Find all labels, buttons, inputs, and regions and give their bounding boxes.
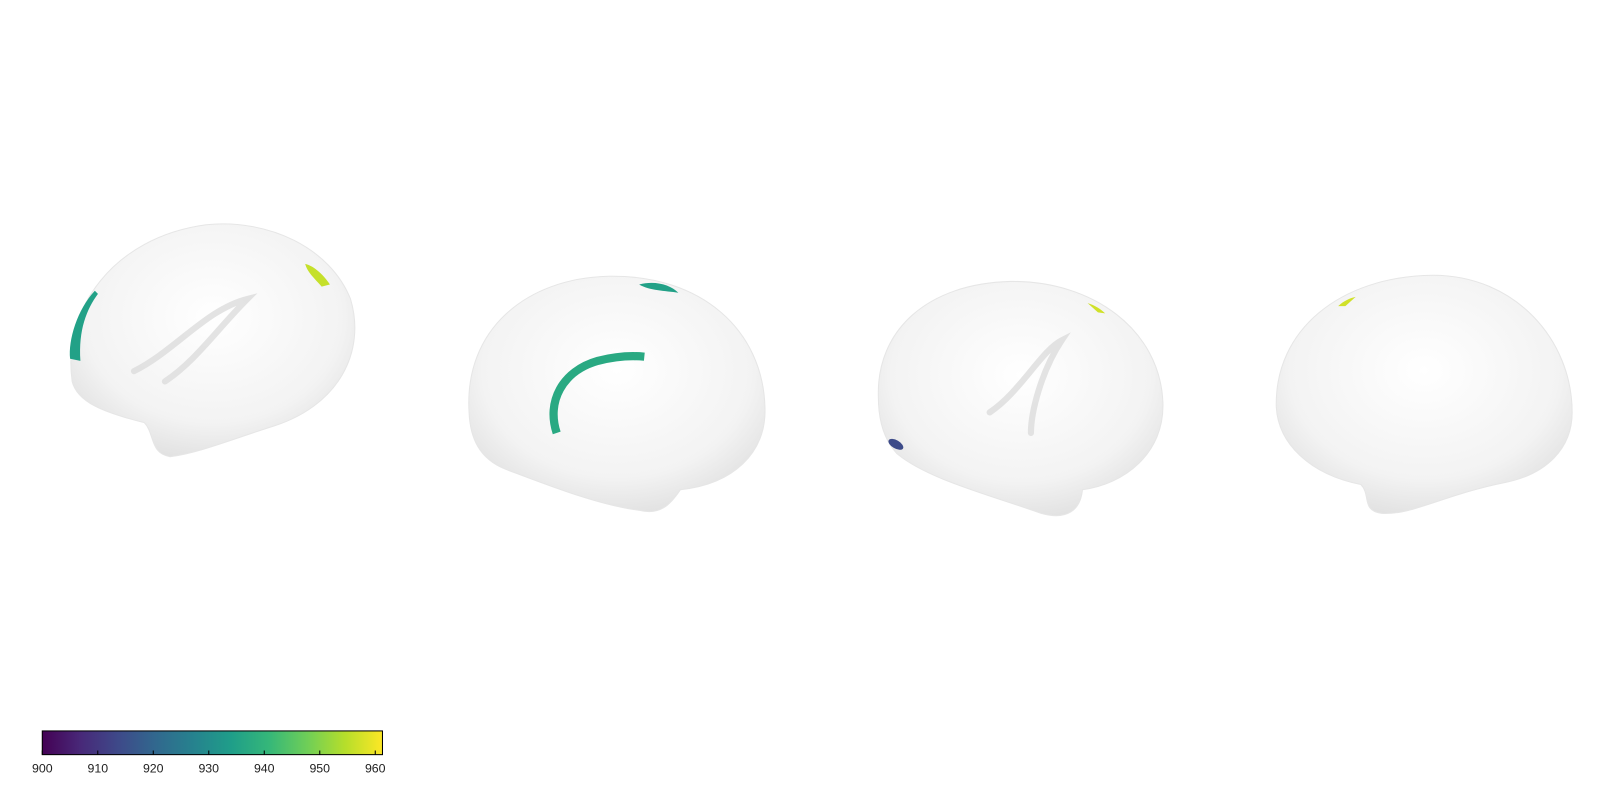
brain-view (69, 223, 356, 458)
tick-label: 920 (143, 761, 164, 775)
sulcus (986, 332, 1071, 437)
tick-label: 950 (309, 761, 330, 775)
cortex-surface (877, 280, 1164, 517)
tick-label: 930 (198, 761, 219, 775)
tick-label: 900 (32, 761, 53, 775)
brain-view (1275, 274, 1573, 514)
cortex-surface (468, 275, 766, 513)
region-patch (69, 290, 98, 361)
colorbar: 900 910 920 930 940 950 960 (32, 730, 386, 775)
region-patch (888, 438, 904, 450)
tick-label: 960 (365, 761, 386, 775)
cortex-surface (1275, 274, 1573, 514)
region-patch (639, 282, 679, 293)
region-patch (549, 352, 645, 435)
sulcus (130, 293, 258, 385)
brain-view (468, 275, 766, 513)
brain-view (877, 280, 1164, 517)
tick-label: 940 (254, 761, 275, 775)
region-patch (1338, 296, 1356, 307)
colorbar-scale (41, 730, 383, 756)
region-patch (1087, 303, 1106, 314)
tick-label: 910 (87, 761, 108, 775)
region-patch (305, 263, 330, 287)
